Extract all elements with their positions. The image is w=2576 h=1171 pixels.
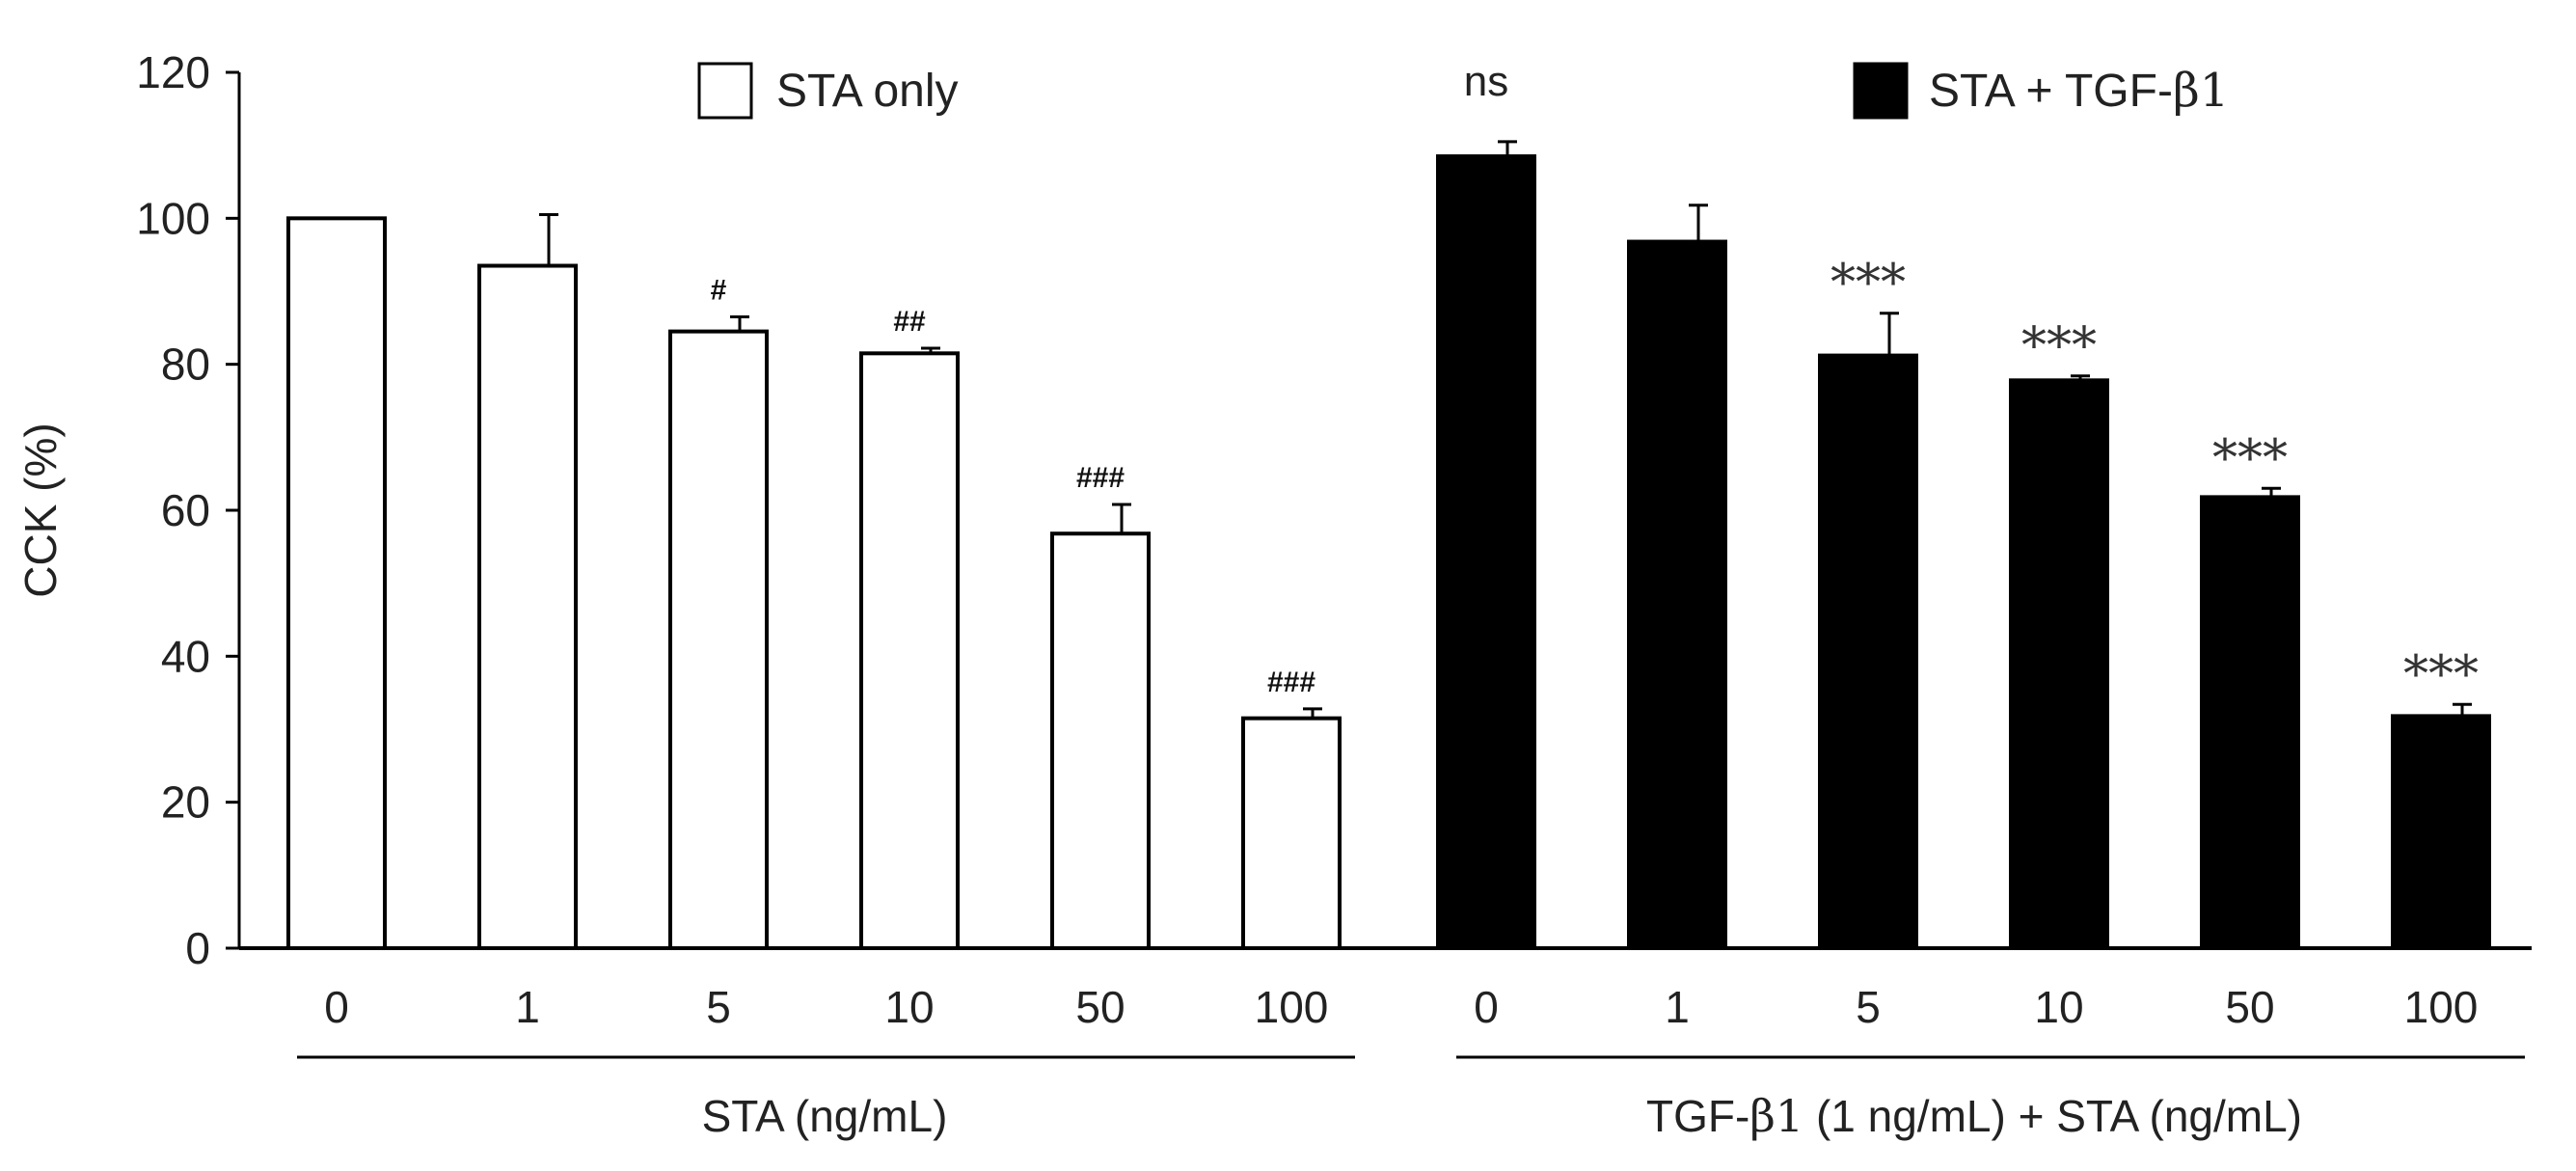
- significance-label: ***: [2021, 317, 2097, 375]
- y-tick-label: 120: [136, 47, 210, 97]
- y-tick-label: 60: [161, 485, 210, 535]
- y-tick-label: 80: [161, 340, 210, 390]
- bar: [2009, 378, 2109, 950]
- significance-label: ###: [1267, 667, 1315, 698]
- bar: [1627, 239, 1727, 950]
- bar: [1436, 154, 1536, 950]
- legend-label-sta-only: STA only: [776, 66, 959, 117]
- legend-swatch-sta-only: [697, 62, 753, 120]
- x-tick-label: 0: [324, 982, 349, 1032]
- x-tick-label: 1: [515, 982, 540, 1032]
- x-tick-label: 50: [1075, 982, 1125, 1032]
- bar: [1050, 531, 1151, 950]
- x-tick-label: 5: [706, 982, 731, 1032]
- x-tick-label: 10: [2034, 982, 2083, 1032]
- significance-label: ***: [2212, 429, 2288, 487]
- legend-label-sta-tgf: STA + TGF-β1: [1929, 64, 2229, 118]
- bar: [286, 216, 387, 951]
- x-axis-label-tgf-part-2: (1 ng/mL) + STA (ng/mL): [1803, 1091, 2302, 1141]
- y-tick-label: 100: [136, 193, 210, 243]
- x-axis-label-sta: STA (ng/mL): [702, 1091, 948, 1141]
- x-axis-label-tgf-part-0: TGF-: [1646, 1091, 1749, 1141]
- x-tick-label: 5: [1856, 982, 1881, 1032]
- bar: [859, 351, 960, 951]
- significance-label: ***: [2403, 645, 2479, 703]
- x-tick-label: 100: [1255, 982, 1329, 1032]
- significance-label: ns: [1464, 58, 1508, 105]
- bar: [1818, 353, 1918, 950]
- significance-label: ##: [893, 306, 926, 338]
- significance-label: #: [711, 274, 727, 306]
- y-tick-label: 20: [161, 777, 210, 828]
- bar: [2391, 714, 2491, 950]
- x-tick-label: 10: [884, 982, 934, 1032]
- bar: [2200, 495, 2300, 950]
- legend-label-sta-tgf-part-1: β1: [2173, 64, 2229, 118]
- y-tick-label: 0: [185, 923, 210, 973]
- x-axis-label-tgf-part-1: β1: [1749, 1090, 1803, 1142]
- bar: [477, 263, 578, 950]
- significance-label: ###: [1076, 462, 1125, 494]
- x-axis-label-tgf: TGF-β1 (1 ng/mL) + STA (ng/mL): [1646, 1090, 2302, 1142]
- y-tick-label: 40: [161, 631, 210, 681]
- bar: [668, 329, 769, 951]
- significance-label: ***: [1830, 255, 1906, 313]
- legend-swatch-sta-tgf: [1853, 62, 1909, 120]
- x-tick-label: 100: [2404, 982, 2479, 1032]
- bar: [1241, 716, 1342, 951]
- legend-label-sta-tgf-part-0: STA + TGF-: [1929, 66, 2173, 117]
- x-tick-label: 0: [1474, 982, 1499, 1032]
- x-tick-label: 1: [1665, 982, 1690, 1032]
- y-axis-label: CCK (%): [15, 422, 66, 597]
- x-tick-label: 50: [2225, 982, 2274, 1032]
